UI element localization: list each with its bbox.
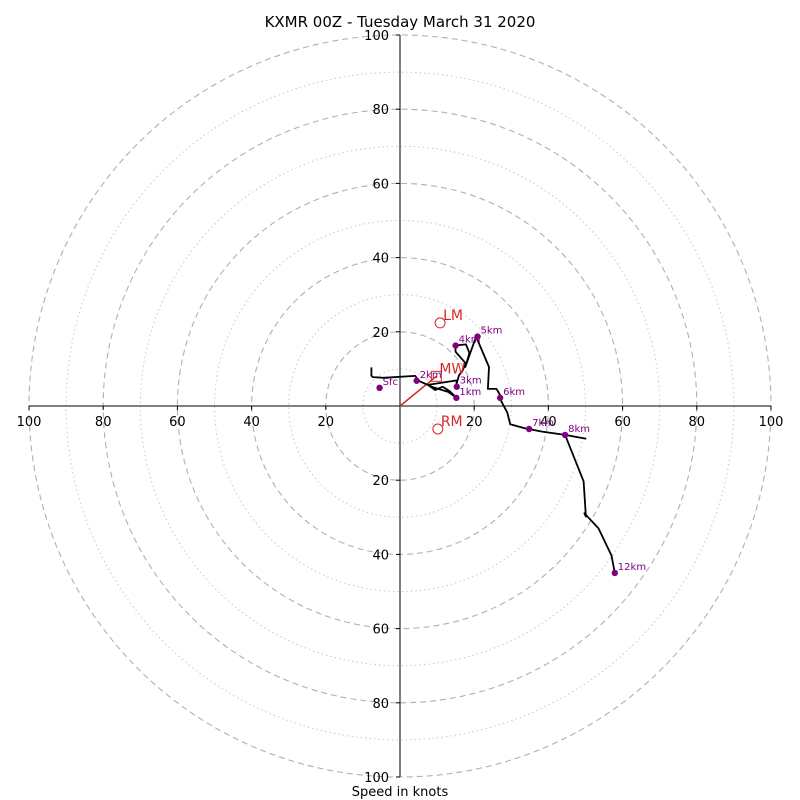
height-marker-5km — [474, 333, 481, 340]
hodograph-series — [370, 335, 616, 574]
mean-wind-vector — [399, 375, 437, 407]
y-tick-label: 20 — [372, 326, 389, 341]
y-tick-label: 100 — [364, 29, 389, 44]
height-marker-label: 6km — [503, 387, 525, 398]
height-marker-label: 7km — [532, 418, 554, 429]
y-tick-label: 60 — [372, 177, 389, 192]
x-tick-label: 20 — [466, 415, 483, 430]
height-marker-label: 8km — [568, 424, 590, 435]
tick-labels: 100 80 60 40 20 20 40 60 80 100 100 80 60 40 20 20 40 60 8… — [17, 29, 784, 786]
x-tick-label: 60 — [614, 415, 631, 430]
storm-motion-label: LM — [443, 308, 463, 324]
x-tick-label: 40 — [540, 415, 557, 430]
height-marker-2km — [413, 377, 420, 384]
chart-title: KXMR 00Z - Tuesday March 31 2020 — [265, 13, 536, 31]
y-tick-label: 80 — [372, 103, 389, 118]
height-marker-8km — [561, 431, 569, 439]
x-tick-label: 80 — [689, 415, 706, 430]
storm-motion-mw — [430, 370, 442, 382]
height-marker-6km — [496, 394, 504, 402]
hodograph-trace — [370, 335, 616, 574]
y-tick-label: 100 — [364, 771, 389, 786]
height-marker-label: 4km — [459, 335, 481, 346]
storm-motion-markers: LM MW RM — [430, 308, 465, 435]
height-marker-3km — [453, 383, 460, 390]
y-tick-label: 60 — [372, 623, 389, 638]
storm-motion-rm — [432, 423, 444, 435]
storm-motion-lm — [434, 317, 446, 329]
storm-motion-label: MW — [439, 361, 465, 377]
x-tick-label: 100 — [759, 415, 784, 430]
height-marker-label: 5km — [481, 326, 503, 337]
x-tick-label: 40 — [243, 415, 260, 430]
height-marker-label: 12km — [618, 562, 646, 573]
y-tick-label: 40 — [372, 252, 389, 267]
height-marker-label: 1km — [459, 387, 481, 398]
height-marker-label: 3km — [460, 376, 482, 387]
x-axis-label: Speed in knots — [352, 785, 449, 800]
y-tick-label: 20 — [372, 474, 389, 489]
x-tick-label: 80 — [95, 415, 112, 430]
y-tick-label: 40 — [372, 548, 389, 563]
x-tick-label: 100 — [17, 415, 42, 430]
height-marker-1km — [453, 394, 460, 402]
height-marker-4km — [452, 342, 459, 349]
height-marker-12km — [611, 569, 619, 577]
x-tick-label: 20 — [318, 415, 335, 430]
height-marker-label: Sfc — [383, 377, 398, 388]
storm-motion-label: RM — [441, 414, 463, 430]
height-marker-7km — [525, 425, 533, 433]
y-tick-label: 80 — [372, 697, 389, 712]
height-marker-label: 2km — [420, 370, 442, 381]
x-tick-label: 60 — [169, 415, 186, 430]
height-marker-sfc — [376, 384, 383, 392]
